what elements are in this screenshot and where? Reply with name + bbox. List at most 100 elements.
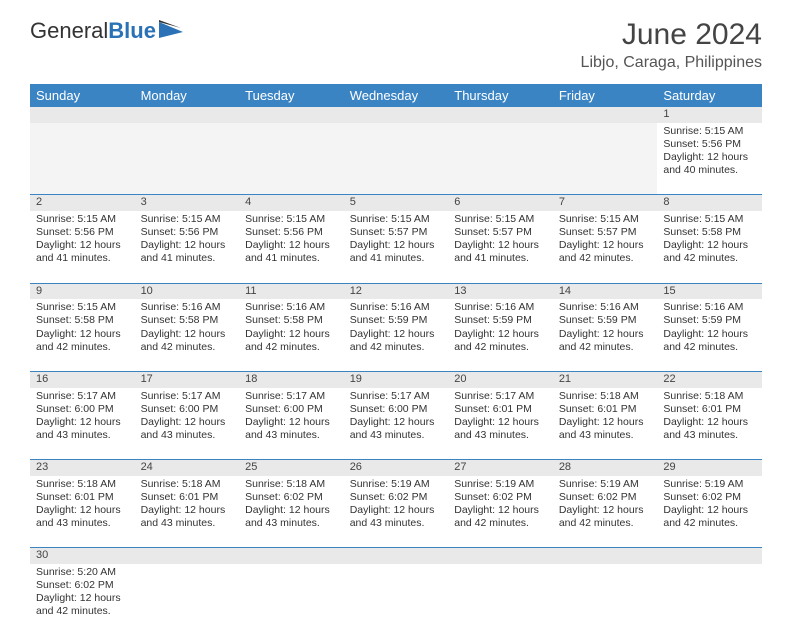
sunset-text: Sunset: 5:59 PM: [663, 314, 756, 327]
sunrise-text: Sunrise: 5:15 AM: [36, 301, 129, 314]
day-number: 29: [663, 461, 675, 473]
daynum-cell: 7: [553, 195, 658, 211]
detail-row: Sunrise: 5:20 AMSunset: 6:02 PMDaylight:…: [30, 564, 762, 636]
sunset-text: Sunset: 5:58 PM: [245, 314, 338, 327]
daylight-text: Daylight: 12 hours: [141, 416, 234, 429]
day-cell: Sunrise: 5:16 AMSunset: 5:59 PMDaylight:…: [448, 299, 553, 371]
day-header: Tuesday: [239, 84, 344, 107]
daynum-cell: 28: [553, 460, 658, 476]
sunrise-text: Sunrise: 5:19 AM: [663, 478, 756, 491]
month-title: June 2024: [581, 18, 762, 52]
daynum-cell: [448, 107, 553, 123]
day-cell: Sunrise: 5:15 AMSunset: 5:57 PMDaylight:…: [344, 211, 449, 283]
day-cell: Sunrise: 5:15 AMSunset: 5:57 PMDaylight:…: [448, 211, 553, 283]
sunset-text: Sunset: 6:00 PM: [245, 403, 338, 416]
day-number: 25: [245, 461, 257, 473]
daynum-cell: 30: [30, 548, 135, 564]
daylight-text: and 43 minutes.: [350, 429, 443, 442]
daylight-text: and 42 minutes.: [454, 341, 547, 354]
day-cell: [30, 123, 135, 195]
daylight-text: Daylight: 12 hours: [663, 151, 756, 164]
day-cell: Sunrise: 5:16 AMSunset: 5:58 PMDaylight:…: [135, 299, 240, 371]
day-header: Thursday: [448, 84, 553, 107]
sunset-text: Sunset: 5:58 PM: [141, 314, 234, 327]
day-cell: Sunrise: 5:19 AMSunset: 6:02 PMDaylight:…: [448, 476, 553, 548]
sunrise-text: Sunrise: 5:15 AM: [141, 213, 234, 226]
daylight-text: and 41 minutes.: [350, 252, 443, 265]
daylight-text: Daylight: 12 hours: [559, 504, 652, 517]
sunrise-text: Sunrise: 5:17 AM: [350, 390, 443, 403]
sunset-text: Sunset: 5:57 PM: [350, 226, 443, 239]
sunrise-text: Sunrise: 5:16 AM: [245, 301, 338, 314]
day-number: 2: [36, 196, 42, 208]
daylight-text: and 43 minutes.: [454, 429, 547, 442]
day-cell: Sunrise: 5:15 AMSunset: 5:56 PMDaylight:…: [239, 211, 344, 283]
day-header-row: Sunday Monday Tuesday Wednesday Thursday…: [30, 84, 762, 107]
day-number: 18: [245, 373, 257, 385]
daynum-cell: [553, 548, 658, 564]
day-number: 19: [350, 373, 362, 385]
daylight-text: Daylight: 12 hours: [141, 328, 234, 341]
daynum-cell: [657, 548, 762, 564]
daylight-text: Daylight: 12 hours: [559, 239, 652, 252]
sunset-text: Sunset: 6:00 PM: [141, 403, 234, 416]
day-number: 10: [141, 285, 153, 297]
daynum-cell: 18: [239, 371, 344, 387]
sunrise-text: Sunrise: 5:17 AM: [245, 390, 338, 403]
daylight-text: Daylight: 12 hours: [454, 504, 547, 517]
sunrise-text: Sunrise: 5:18 AM: [141, 478, 234, 491]
daylight-text: Daylight: 12 hours: [350, 504, 443, 517]
calendar-table: Sunday Monday Tuesday Wednesday Thursday…: [30, 84, 762, 636]
detail-row: Sunrise: 5:15 AMSunset: 5:56 PMDaylight:…: [30, 123, 762, 195]
day-cell: Sunrise: 5:15 AMSunset: 5:58 PMDaylight:…: [30, 299, 135, 371]
day-cell: Sunrise: 5:19 AMSunset: 6:02 PMDaylight:…: [344, 476, 449, 548]
daylight-text: and 43 minutes.: [141, 517, 234, 530]
day-number: 11: [245, 285, 256, 297]
daynum-cell: [30, 107, 135, 123]
daynum-cell: 23: [30, 460, 135, 476]
day-number: 14: [559, 285, 571, 297]
daylight-text: and 42 minutes.: [36, 341, 129, 354]
daylight-text: Daylight: 12 hours: [350, 416, 443, 429]
daynum-cell: 5: [344, 195, 449, 211]
day-cell: [239, 123, 344, 195]
daynum-cell: 1: [657, 107, 762, 123]
day-header: Friday: [553, 84, 658, 107]
sunrise-text: Sunrise: 5:15 AM: [245, 213, 338, 226]
detail-row: Sunrise: 5:15 AMSunset: 5:56 PMDaylight:…: [30, 211, 762, 283]
sunrise-text: Sunrise: 5:18 AM: [36, 478, 129, 491]
sunset-text: Sunset: 5:56 PM: [141, 226, 234, 239]
daylight-text: and 42 minutes.: [350, 341, 443, 354]
sunrise-text: Sunrise: 5:17 AM: [36, 390, 129, 403]
location: Libjo, Caraga, Philippines: [581, 54, 762, 72]
sunset-text: Sunset: 6:02 PM: [559, 491, 652, 504]
flag-icon: [159, 18, 185, 44]
day-number: 16: [36, 373, 48, 385]
sunrise-text: Sunrise: 5:18 AM: [663, 390, 756, 403]
daylight-text: and 42 minutes.: [141, 341, 234, 354]
day-cell: [657, 564, 762, 636]
sunrise-text: Sunrise: 5:16 AM: [559, 301, 652, 314]
daylight-text: and 41 minutes.: [36, 252, 129, 265]
day-number: 8: [663, 196, 669, 208]
daynum-row: 16171819202122: [30, 371, 762, 387]
sunrise-text: Sunrise: 5:15 AM: [663, 213, 756, 226]
day-number: 17: [141, 373, 153, 385]
day-cell: Sunrise: 5:18 AMSunset: 6:01 PMDaylight:…: [657, 388, 762, 460]
day-cell: Sunrise: 5:17 AMSunset: 6:00 PMDaylight:…: [344, 388, 449, 460]
daylight-text: Daylight: 12 hours: [663, 328, 756, 341]
detail-row: Sunrise: 5:18 AMSunset: 6:01 PMDaylight:…: [30, 476, 762, 548]
daylight-text: and 43 minutes.: [559, 429, 652, 442]
daylight-text: Daylight: 12 hours: [454, 328, 547, 341]
day-number: 9: [36, 285, 42, 297]
day-cell: [135, 564, 240, 636]
daynum-row: 1: [30, 107, 762, 123]
day-cell: [239, 564, 344, 636]
sunset-text: Sunset: 6:01 PM: [663, 403, 756, 416]
daynum-row: 9101112131415: [30, 283, 762, 299]
day-number: 3: [141, 196, 147, 208]
day-cell: Sunrise: 5:16 AMSunset: 5:59 PMDaylight:…: [553, 299, 658, 371]
daylight-text: Daylight: 12 hours: [559, 328, 652, 341]
detail-row: Sunrise: 5:15 AMSunset: 5:58 PMDaylight:…: [30, 299, 762, 371]
daynum-cell: 29: [657, 460, 762, 476]
